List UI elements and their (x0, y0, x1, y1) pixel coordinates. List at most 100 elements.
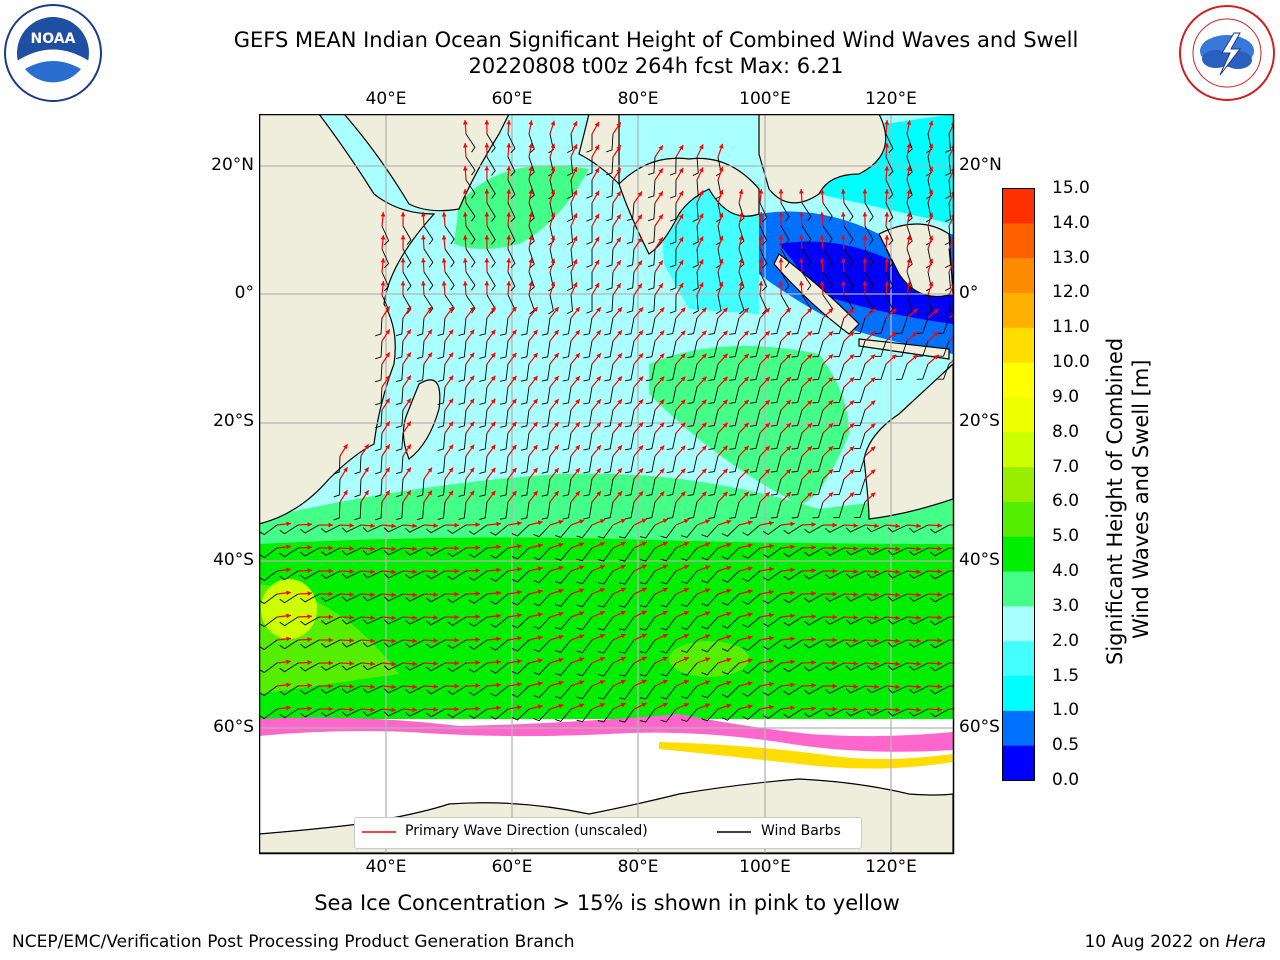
wind-barb (402, 225, 412, 245)
wind-barb (681, 616, 698, 630)
wind-barb (681, 524, 698, 538)
wave-direction-arrowhead (828, 354, 834, 360)
wind-barb (791, 432, 803, 450)
wind-barb (749, 386, 761, 404)
wave-direction-arrowhead (511, 398, 517, 404)
wave-direction-arrowhead (286, 521, 291, 527)
wind-barb (916, 340, 929, 357)
wind-barb (770, 501, 782, 519)
wind-barb (770, 432, 782, 450)
wave-direction-arrowhead (328, 683, 333, 689)
wind-barb (770, 455, 782, 473)
wave-direction-arrowhead (807, 331, 813, 336)
wind-barb (687, 432, 698, 450)
wave-direction-arrowhead (406, 467, 411, 473)
wind-barb (618, 662, 635, 677)
wind-barb (520, 455, 530, 474)
wave-direction-arrowhead (286, 590, 291, 596)
wind-barb (383, 547, 404, 556)
wave-direction-arrowhead (462, 258, 468, 263)
lon-tick-bottom: 60°E (491, 857, 533, 877)
wind-barb (681, 708, 698, 722)
wind-barb (375, 409, 383, 429)
wind-barb (625, 317, 635, 336)
wave-direction-arrowhead (575, 330, 580, 336)
wind-barb (416, 363, 425, 383)
wave-direction-arrowhead (454, 683, 459, 689)
wave-direction-arrowhead (385, 467, 390, 473)
wave-direction-arrowhead (511, 352, 517, 358)
lon-tick-top: 80°E (617, 89, 659, 109)
wind-barb (447, 547, 467, 558)
wind-barb (660, 524, 677, 539)
wave-direction-arrowhead (705, 680, 711, 685)
wind-barb (490, 593, 509, 605)
wave-direction-arrowhead (722, 399, 728, 405)
wave-direction-arrowhead (475, 637, 480, 643)
wave-direction-arrowhead (511, 467, 517, 473)
wave-direction-arrowhead (638, 491, 644, 497)
wind-barb (437, 455, 446, 475)
wave-direction-arrowhead (718, 189, 724, 195)
colorbar-tick-label: 11.0 (1052, 317, 1090, 338)
wave-direction-arrowhead (558, 519, 564, 525)
wind-barb (660, 616, 677, 631)
wave-direction-arrowhead (307, 614, 312, 619)
wave-direction-arrowhead (349, 569, 354, 574)
wind-barb (866, 616, 887, 625)
wind-barb (645, 386, 656, 405)
wave-direction-arrowhead (928, 189, 934, 195)
wind-barb (908, 570, 929, 579)
wave-direction-arrowhead (743, 307, 749, 313)
lon-tick-bottom: 40°E (365, 857, 407, 877)
wind-barb (586, 294, 593, 314)
wave-direction-arrowhead (532, 375, 538, 381)
wave-direction-arrowhead (832, 591, 837, 597)
wind-barb (490, 708, 509, 720)
wave-direction-arrowhead (511, 444, 517, 450)
wind-barb (908, 708, 929, 717)
wind-barb (548, 271, 554, 292)
wind-barb (783, 547, 803, 558)
wind-barb (666, 340, 677, 359)
wind-barb (926, 294, 932, 315)
wave-direction-arrowhead (758, 235, 764, 240)
wave-direction-arrowhead (849, 331, 855, 337)
wind-barb (660, 685, 677, 700)
colorbar-bin (1002, 675, 1035, 711)
wind-barb (791, 409, 803, 427)
wind-barb (562, 317, 572, 336)
wind-barb (742, 708, 761, 720)
wave-direction-arrowhead (928, 258, 934, 264)
wave-direction-arrowhead (349, 523, 354, 528)
wind-barb (597, 685, 614, 700)
wave-direction-arrowhead (550, 166, 556, 172)
wind-barb (604, 432, 614, 451)
wind-barb (583, 501, 593, 520)
wind-barb (279, 685, 299, 696)
wind-barb (645, 432, 656, 451)
wind-barb (701, 639, 719, 653)
wave-direction-arrowhead (758, 212, 764, 217)
wind-barb (854, 340, 866, 358)
wave-direction-arrowhead (286, 705, 291, 711)
wave-direction-arrowhead (475, 706, 480, 712)
wind-barb (468, 708, 488, 719)
wind-barb (486, 179, 496, 199)
wind-barb (854, 455, 866, 473)
wind-barb (937, 340, 950, 357)
wind-barb (885, 179, 894, 200)
wave-direction-arrowhead (554, 353, 559, 358)
wave-direction-arrowhead (328, 568, 333, 574)
wind-barb (583, 386, 593, 405)
wave-direction-arrowhead (328, 545, 333, 551)
wind-barb (762, 547, 782, 559)
wave-direction-arrowhead (811, 683, 816, 688)
wave-direction-arrowhead (469, 352, 475, 358)
wave-direction-arrowhead (678, 259, 684, 265)
wind-barb (721, 685, 740, 698)
wind-barb (944, 179, 951, 200)
wind-barb (554, 547, 572, 561)
wind-barb (583, 455, 593, 474)
wave-direction-arrowhead (641, 518, 647, 524)
